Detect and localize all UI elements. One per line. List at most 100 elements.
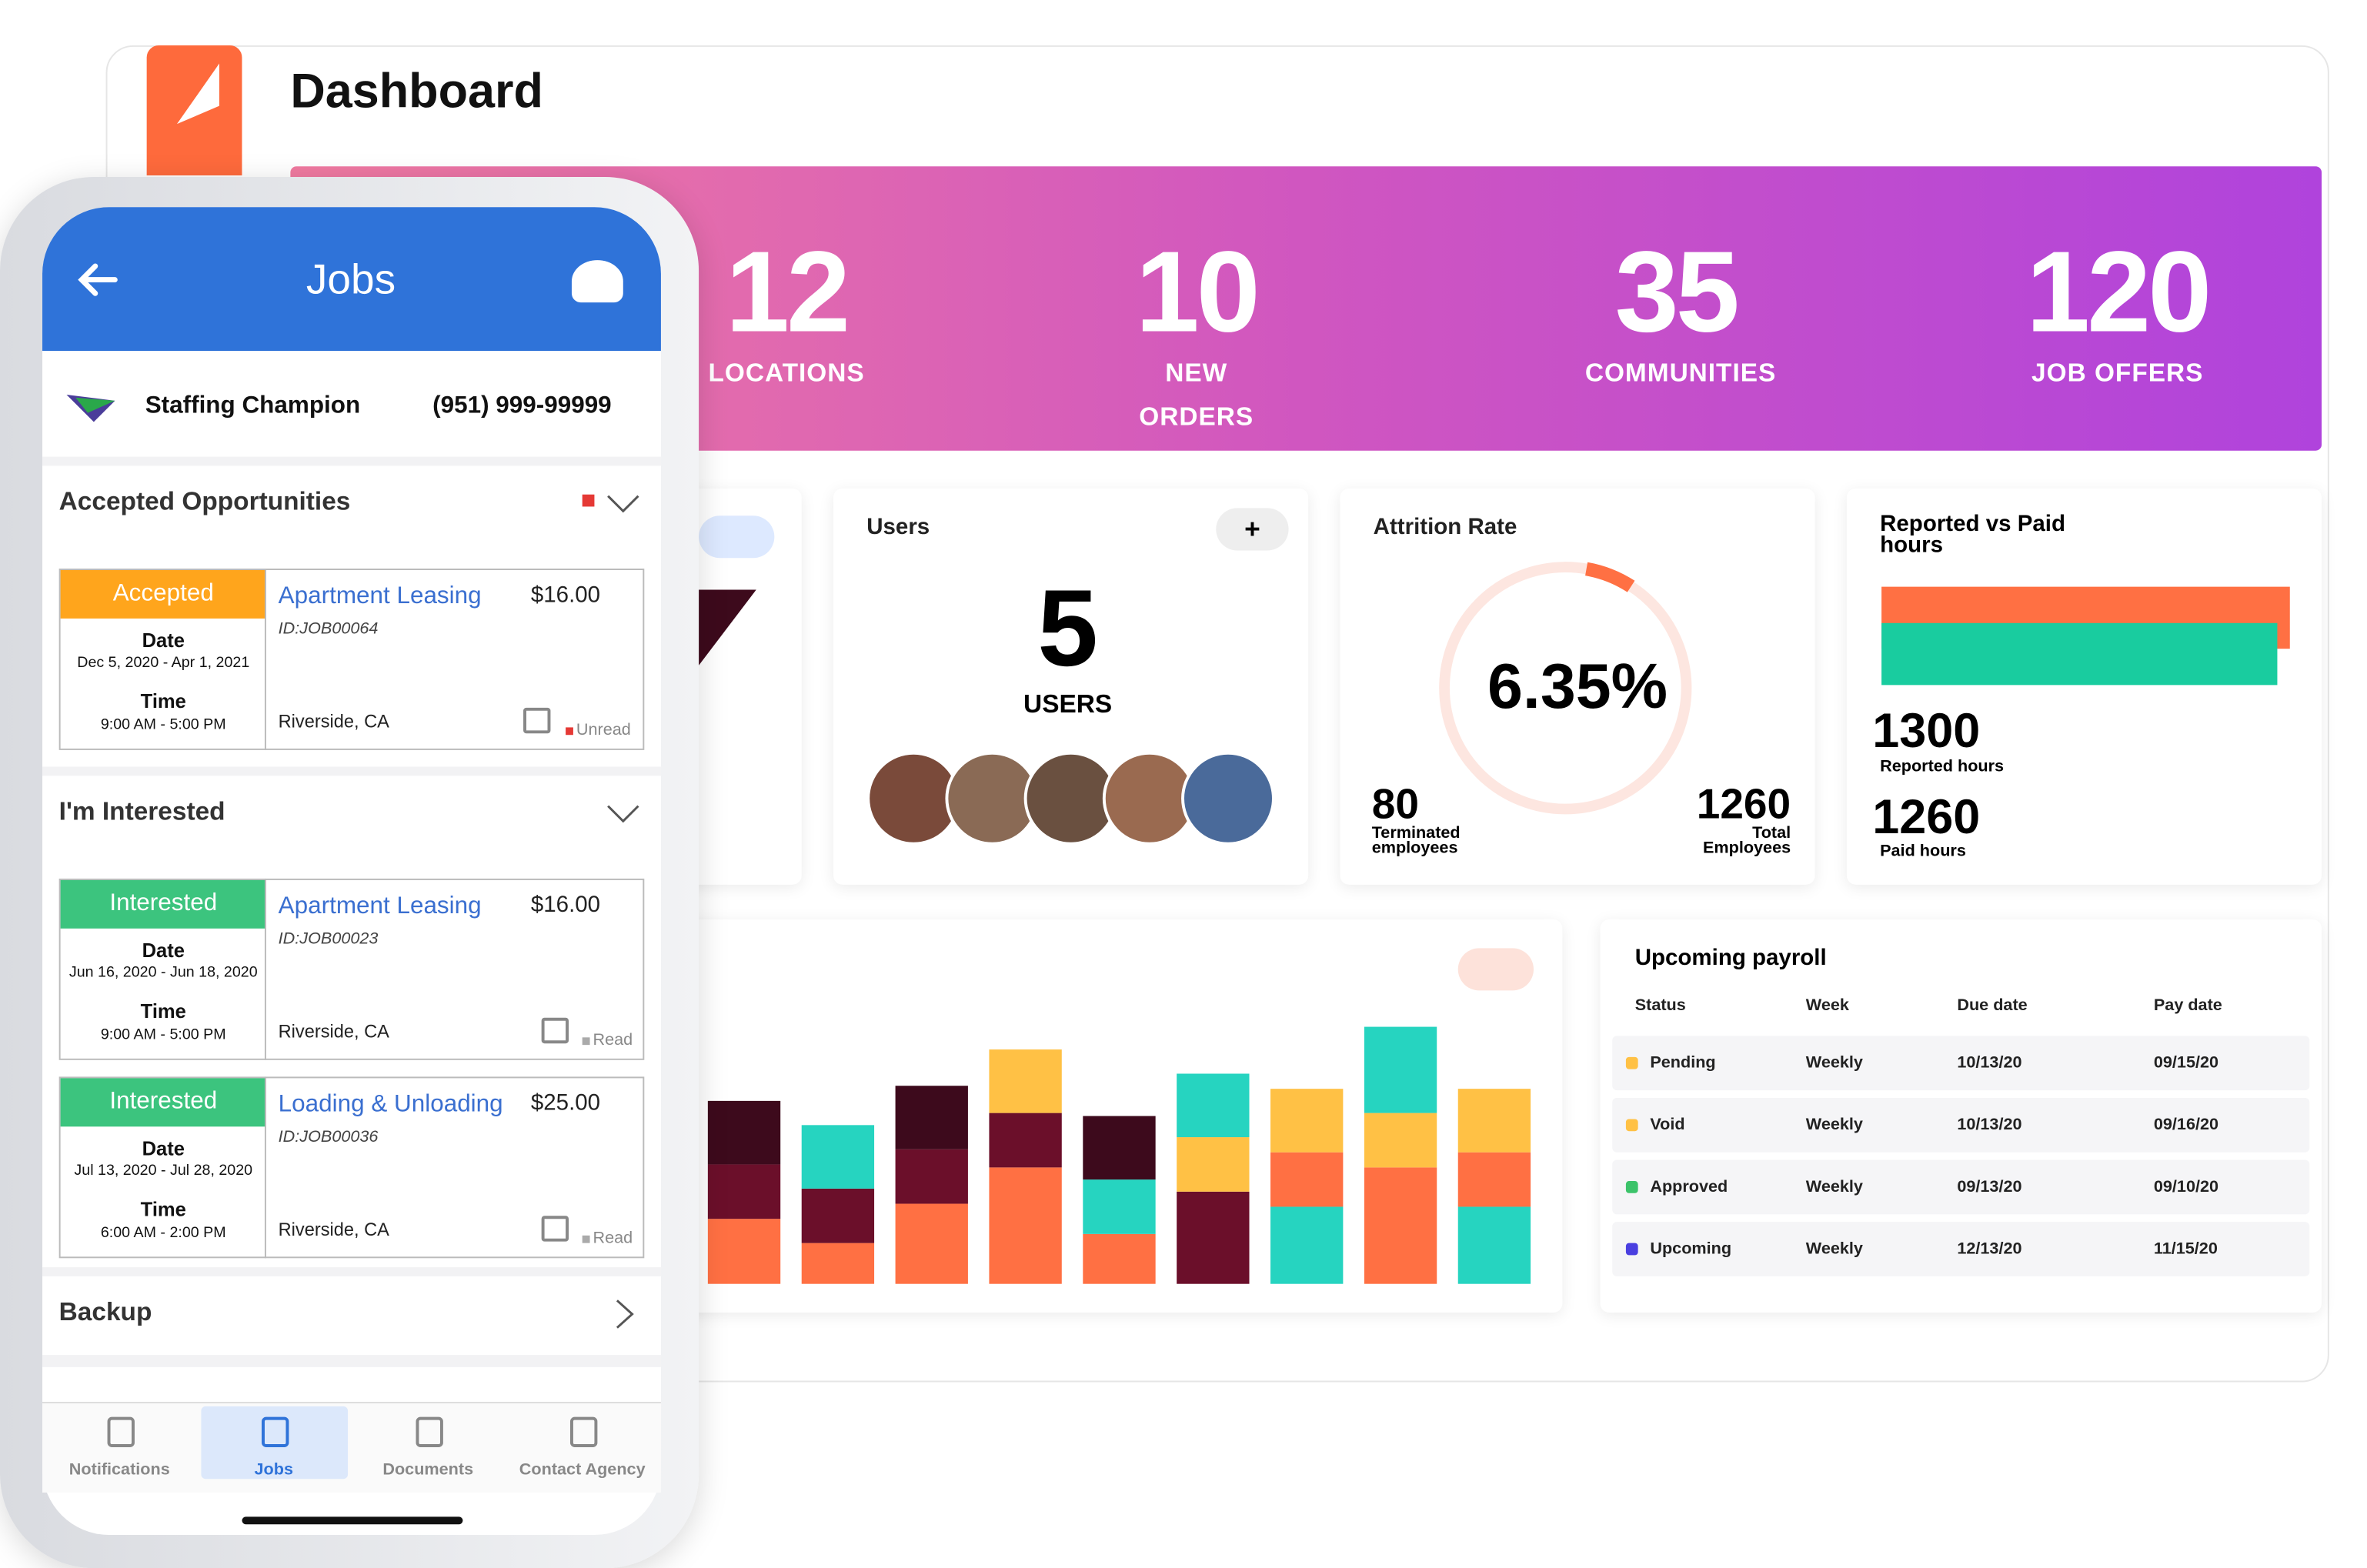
payroll-header: Status: [1634, 996, 1686, 1015]
users-label: USERS: [1023, 689, 1113, 719]
bottom-nav: [42, 1402, 661, 1493]
job-status: Interested: [60, 879, 266, 929]
avatar: [1023, 751, 1118, 846]
hidden-chart-svg: [699, 589, 756, 666]
bar-chart-svg: [707, 1026, 1531, 1284]
phone-title: Jobs: [305, 255, 396, 303]
payroll-cell: Void: [1650, 1116, 1685, 1135]
job-left-border: [264, 878, 266, 1060]
nav-icon: [107, 1416, 135, 1447]
section-chevron: [605, 800, 641, 827]
company-logo-svg: [66, 394, 115, 422]
read-dot: [582, 1235, 590, 1243]
reported-value: 1300: [1872, 702, 1981, 758]
avatar: [866, 751, 961, 846]
bar-segment: [1083, 1179, 1156, 1234]
filter-button: [699, 515, 775, 559]
bottom-divider: [42, 1355, 661, 1367]
payroll-cell: 12/13/20: [1957, 1239, 2022, 1259]
stat-value: 10: [1135, 228, 1260, 357]
payroll-row: [1612, 1036, 2310, 1091]
payroll-cell: 09/15/20: [2153, 1053, 2219, 1073]
nav-label[interactable]: Jobs: [254, 1460, 293, 1480]
company-phone: (951) 999-99999: [432, 393, 612, 419]
payroll-cell: Upcoming: [1650, 1239, 1732, 1259]
job-left-border: [264, 569, 266, 750]
unread-flag: [582, 494, 595, 507]
bar-segment: [1083, 1116, 1156, 1180]
job-name: Apartment Leasing: [278, 583, 482, 610]
job-time-label: Time: [140, 1197, 186, 1221]
add-button[interactable]: +: [1216, 508, 1289, 551]
calendar-icon: [541, 1216, 569, 1242]
section-chevron: [605, 490, 641, 517]
dashboard-title: Dashboard: [290, 63, 543, 118]
job-location: Riverside, CA: [278, 1219, 389, 1240]
status-dot: [1625, 1119, 1638, 1132]
status-dot: [1625, 1181, 1638, 1193]
payroll-cell: 09/16/20: [2153, 1116, 2219, 1135]
payroll-cell: Weekly: [1805, 1053, 1863, 1073]
job-rate: $25.00: [530, 1090, 601, 1116]
nav-icon: [569, 1416, 598, 1447]
payroll-cell: Weekly: [1805, 1239, 1863, 1259]
job-status: Interested: [60, 1078, 266, 1127]
payroll-row: [1612, 1159, 2310, 1215]
job-read: Unread: [576, 721, 631, 740]
logo-icon: [176, 63, 219, 125]
job-time: 9:00 AM - 5:00 PM: [100, 716, 226, 734]
payroll-header: Week: [1805, 996, 1849, 1015]
users-title: Users: [866, 514, 930, 540]
ring-svg: [1439, 562, 1692, 815]
logo: [146, 45, 242, 175]
attrition-rate: 6.35%: [1487, 650, 1668, 722]
bar-chart: [666, 919, 1563, 1313]
payroll-title: Upcoming payroll: [1634, 945, 1827, 971]
job-time-label: Time: [140, 689, 186, 712]
payroll-cell: 11/15/20: [2153, 1239, 2218, 1259]
nav-label[interactable]: Notifications: [68, 1460, 170, 1480]
back-icon: [75, 257, 121, 302]
nav-label[interactable]: Contact Agency: [519, 1460, 646, 1480]
bar-segment: [1177, 1137, 1250, 1192]
bar-segment: [1364, 1026, 1437, 1113]
chart-filter: [1457, 948, 1534, 991]
nav-icon: [262, 1416, 289, 1447]
terminated-label: Terminated employees: [1371, 824, 1461, 858]
nav-icon: [416, 1416, 443, 1447]
bar-segment: [801, 1188, 875, 1243]
back-path: [78, 263, 118, 296]
nav-label[interactable]: Documents: [382, 1460, 474, 1480]
hours-card: [1846, 488, 2322, 885]
stat-label: LOCATIONS: [708, 358, 865, 388]
company-logo: [66, 389, 118, 425]
total-count: 1260: [1696, 780, 1791, 828]
stat-value: 35: [1614, 228, 1740, 357]
bar-segment: [1457, 1089, 1531, 1153]
chevron-svg: [607, 805, 639, 823]
bar-segment: [895, 1086, 968, 1149]
section-chevron: [605, 1299, 641, 1329]
payroll-cell: 10/13/20: [1957, 1053, 2022, 1073]
ring-arc: [1584, 562, 1635, 592]
job-time: 6:00 AM - 2:00 PM: [100, 1225, 226, 1242]
job-id: ID:JOB00064: [278, 619, 379, 639]
calendar-icon: [541, 1017, 569, 1044]
bar-segment: [1270, 1206, 1344, 1284]
bar-segment: [989, 1167, 1062, 1284]
job-date-label: Date: [142, 939, 185, 962]
avatar: [1181, 751, 1275, 846]
payroll-cell: 09/13/20: [1957, 1178, 2022, 1196]
chevron-path: [616, 1299, 634, 1329]
job-read: Read: [593, 1031, 633, 1050]
job-time: 9:00 AM - 5:00 PM: [100, 1026, 226, 1044]
paid-label: Paid hours: [1880, 842, 1966, 861]
chevron-path: [607, 805, 639, 823]
bar-segment: [1177, 1191, 1250, 1284]
hours-svg: [1881, 586, 2290, 686]
home-indicator: [242, 1516, 463, 1525]
job-date-label: Date: [142, 629, 185, 652]
bar-segment: [1083, 1233, 1156, 1284]
payroll-cell: Approved: [1650, 1178, 1728, 1196]
status-dot: [1625, 1243, 1638, 1256]
